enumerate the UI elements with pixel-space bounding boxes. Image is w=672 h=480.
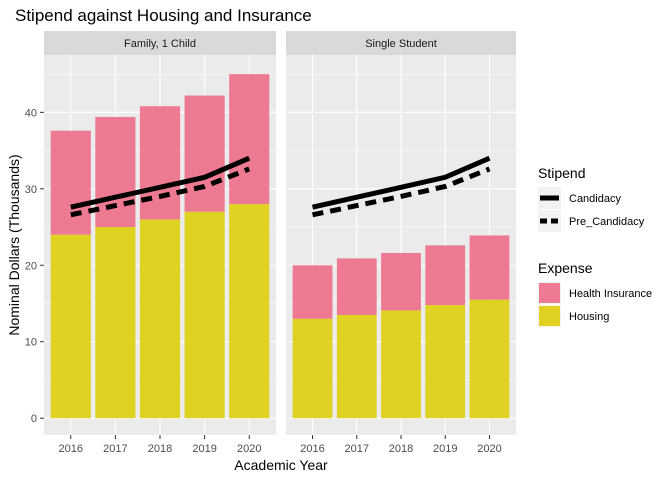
x-axis-title: Academic Year — [234, 457, 328, 473]
y-tick-label: 30 — [25, 184, 37, 196]
line-pre-candidacy — [311, 166, 491, 218]
facet-strip — [44, 31, 276, 55]
y-tick-label: 0 — [31, 413, 37, 425]
bar-housing-2020 — [229, 204, 270, 419]
legend-key-health-insurance — [539, 283, 560, 303]
bar-health-insurance-2016 — [50, 130, 91, 235]
x-tick-label: 2016 — [300, 443, 324, 455]
facet-strip-label: Family, 1 Child — [124, 38, 196, 50]
x-tick-label: 2018 — [148, 443, 172, 455]
x-tick-label: 2019 — [192, 443, 216, 455]
x-tick-label: 2017 — [103, 443, 127, 455]
legend-label: Health Insurance — [569, 288, 652, 300]
bar-health-insurance-2019 — [184, 95, 225, 212]
line-pre-candidacy — [70, 166, 251, 218]
legend-label: Candidacy — [569, 193, 621, 205]
legend-title-stipend: Stipend — [538, 165, 585, 181]
chart-title: Stipend against Housing and Insurance — [15, 6, 312, 25]
legend-label: Housing — [569, 311, 609, 323]
bar-housing-2017 — [336, 314, 377, 419]
x-tick-label: 2020 — [477, 443, 501, 455]
bar-housing-2016 — [292, 318, 333, 419]
bar-housing-2019 — [425, 305, 466, 419]
bar-housing-2016 — [50, 234, 91, 419]
panels: Family, 1 Child 2016 2017 2018 2019 2020 0 10 20… — [25, 31, 516, 455]
facet-strip — [286, 31, 516, 55]
bar-housing-2017 — [95, 227, 136, 419]
legend-key-bg — [538, 210, 561, 232]
x-tick-label: 2020 — [237, 443, 261, 455]
bar-health-insurance-2016 — [292, 265, 333, 319]
legend-key-housing — [539, 306, 560, 326]
legend-label: Pre_Candidacy — [569, 216, 645, 228]
x-tick-label: 2016 — [59, 443, 83, 455]
bar-health-insurance-2019 — [425, 245, 466, 306]
bar-health-insurance-2020 — [469, 235, 510, 300]
facet-strip-label: Single Student — [365, 38, 437, 50]
legend-title-expense: Expense — [538, 260, 593, 276]
bar-housing-2020 — [469, 299, 510, 419]
line-candidacy — [70, 155, 251, 210]
x-tick-label: 2018 — [389, 443, 413, 455]
bar-health-insurance-2017 — [95, 116, 136, 228]
panel-1: Family, 1 Child 2016 2017 2018 2019 2020 0 10 20… — [25, 31, 276, 455]
x-tick-label: 2017 — [345, 443, 369, 455]
x-tick-label: 2019 — [433, 443, 457, 455]
bar-housing-2018 — [381, 310, 421, 419]
bar-housing-2019 — [184, 211, 225, 419]
y-axis-title: Nominal Dollars (Thousands) — [6, 154, 22, 335]
bar-health-insurance-2020 — [229, 74, 270, 205]
y-tick-label: 10 — [25, 337, 37, 349]
line-candidacy — [311, 155, 491, 210]
bar-health-insurance-2017 — [336, 258, 377, 315]
y-tick-label: 40 — [25, 107, 37, 119]
bar-health-insurance-2018 — [381, 253, 421, 311]
bar-health-insurance-2018 — [139, 106, 181, 220]
bar-housing-2018 — [139, 219, 181, 419]
y-tick-label: 20 — [25, 260, 37, 272]
panel-2: Single Student 2016 2017 2018 2019 2020 — [286, 31, 516, 455]
legends: Stipend Candidacy Pre_Candidacy Expense Heal… — [538, 165, 652, 327]
